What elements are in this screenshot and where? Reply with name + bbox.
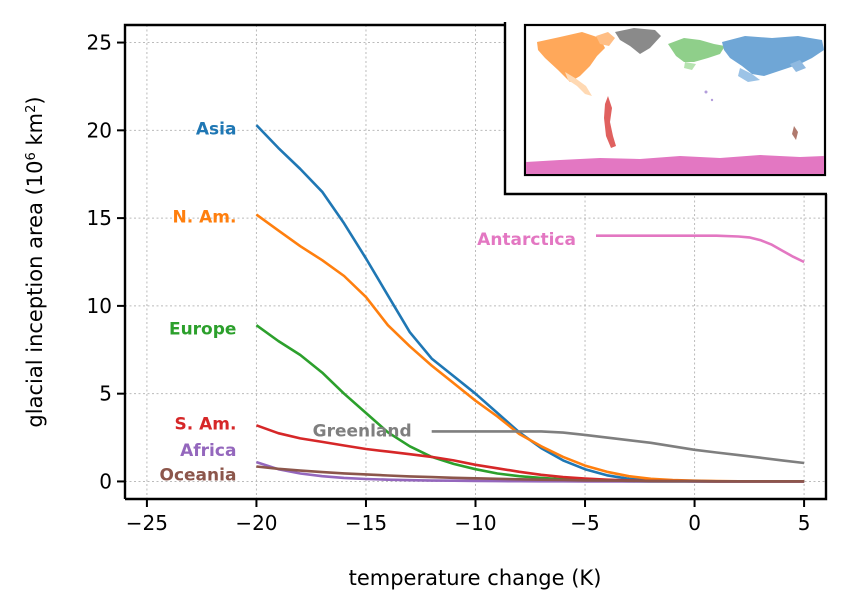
y-tick-label-4: 20 [87,118,112,142]
series-label-n-am: N. Am. [173,207,237,227]
y-tick-label-2: 10 [87,294,112,318]
y-tick-label-1: 5 [99,382,112,406]
region-asia [722,36,824,82]
inset-world-map [503,22,827,196]
x-axis-ticks: −25 −20 −15 −10 −5 0 5 [126,499,811,535]
series-label-oceania: Oceania [160,465,237,485]
y-axis-label: glacial inception area (106 km2) [23,96,47,427]
y-tick-label-0: 0 [99,469,112,493]
series-label-antarctica: Antarctica [477,230,576,250]
y-tick-label-3: 15 [87,206,112,230]
axes-bottom-right-spine [125,194,828,501]
x-axis-label: temperature change (K) [349,566,602,590]
axes-left-top-spine [123,23,505,499]
region-europe [668,38,725,70]
series-label-africa: Africa [180,441,236,461]
region-greenland [615,28,661,54]
series-line-greenland [431,430,805,465]
x-tick-label-2: −15 [345,511,387,535]
region-south-america [604,96,616,148]
series-label-s-am: S. Am. [174,415,236,435]
x-tick-label-1: −20 [235,511,277,535]
inset-outer-frame [503,22,827,196]
series-label-asia: Asia [196,120,237,140]
series-label-greenland: Greenland [313,422,412,442]
y-axis-ticks: 0 5 10 15 20 25 [87,31,125,493]
region-antarctica [526,155,824,174]
x-tick-label-0: −25 [126,511,168,535]
region-north-america [537,32,615,96]
series-line-antarctica [596,234,805,264]
axes-frame [123,23,828,501]
x-tick-label-3: −10 [454,511,496,535]
series-label-europe: Europe [169,320,236,340]
y-tick-label-5: 25 [87,31,112,55]
x-tick-label-6: 5 [798,511,811,535]
series-labels: Asia N. Am. Europe S. Am. Greenland Africa Oce… [160,120,576,486]
region-africa [704,90,714,102]
series-lines [255,124,805,483]
x-tick-label-5: 0 [688,511,701,535]
region-oceania [792,126,798,140]
x-tick-label-4: −5 [570,511,599,535]
series-line-oceania [256,465,805,483]
